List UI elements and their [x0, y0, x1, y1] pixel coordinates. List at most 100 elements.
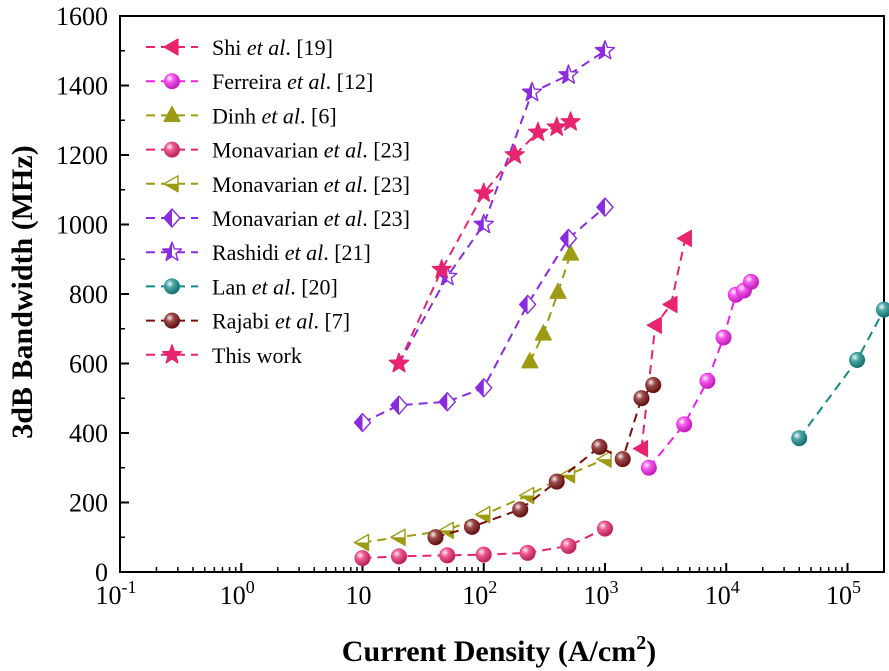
data-point — [475, 546, 492, 563]
legend-label: Shi et al. [19] — [212, 35, 333, 60]
y-tick-label: 400 — [69, 419, 108, 448]
data-point — [646, 316, 662, 334]
series-group — [353, 450, 612, 552]
legend-label: Rashidi et al. [21] — [212, 240, 371, 265]
data-point — [594, 40, 616, 60]
data-point — [742, 273, 759, 290]
legend-label: Monavarian et al. [23] — [212, 138, 410, 163]
x-tick-label: 10 — [346, 581, 372, 610]
data-point — [431, 259, 452, 279]
x-tick-label: 105 — [826, 577, 861, 610]
y-tick-label: 1200 — [56, 141, 108, 170]
data-point — [614, 451, 631, 468]
y-tick-label: 1400 — [56, 72, 108, 101]
series-group — [388, 111, 581, 373]
legend-entry: Shi et al. [19] — [146, 35, 333, 60]
data-point — [161, 344, 183, 364]
data-point — [561, 244, 580, 261]
data-point — [548, 473, 565, 490]
data-point — [163, 105, 181, 123]
legend-label: Ferreira et al. [12] — [212, 69, 373, 94]
data-point — [390, 395, 408, 415]
x-tick-label: 104 — [705, 577, 740, 610]
data-point — [518, 294, 537, 315]
legend-label: Monavarian et al. [23] — [212, 172, 410, 197]
legend-label: Dinh et al. [6] — [212, 103, 337, 128]
legend-entry: Dinh et al. [6] — [146, 103, 337, 128]
data-point — [715, 329, 732, 346]
data-point — [163, 175, 179, 193]
legend-entry: Ferreira et al. [12] — [146, 69, 373, 94]
data-point — [473, 213, 494, 234]
y-tick-label: 1600 — [56, 2, 108, 31]
x-tick-label: 100 — [220, 577, 255, 610]
data-point — [632, 440, 649, 458]
data-point — [676, 229, 692, 247]
data-point — [439, 547, 456, 564]
legend-entry: Monavarian et al. [23] — [146, 206, 410, 231]
data-point — [560, 537, 577, 554]
y-tick-label: 600 — [69, 350, 108, 379]
data-point — [164, 73, 180, 90]
legend-entry: This work — [146, 343, 302, 368]
legend-label: Monavarian et al. [23] — [212, 206, 410, 231]
legend-label: Lan et al. [20] — [212, 274, 338, 299]
series-line — [435, 384, 654, 539]
data-point — [596, 197, 614, 217]
data-point — [699, 372, 716, 389]
series-group — [427, 377, 662, 546]
series-line — [798, 309, 885, 439]
data-point — [504, 144, 525, 164]
data-point — [164, 312, 180, 329]
data-point — [662, 295, 678, 314]
data-point — [519, 544, 536, 561]
data-point — [521, 352, 539, 369]
data-point — [559, 228, 578, 249]
y-tick-label: 200 — [69, 489, 108, 518]
data-point — [427, 529, 444, 546]
data-point — [560, 111, 581, 131]
legend-entry: Monavarian et al. [23] — [146, 138, 410, 163]
legend-entry: Rashidi et al. [21] — [146, 240, 371, 265]
data-point — [645, 377, 662, 394]
x-axis-title: Current Density (A/cm2) — [342, 632, 656, 668]
legend-entry: Monavarian et al. [23] — [146, 172, 410, 197]
series-line — [648, 281, 752, 469]
data-point — [640, 459, 657, 476]
data-point — [163, 38, 179, 56]
legend-label: Rajabi et al. [7] — [212, 309, 350, 334]
series-line — [640, 238, 687, 449]
data-point — [591, 438, 608, 455]
x-tick-label: 102 — [462, 577, 497, 610]
data-point — [549, 282, 567, 299]
y-tick-label: 800 — [69, 280, 108, 309]
series-layer — [353, 40, 889, 567]
data-point — [475, 378, 493, 398]
data-point — [791, 430, 808, 447]
data-point — [558, 64, 579, 84]
data-point — [354, 550, 371, 567]
legend-entry: Rajabi et al. [7] — [146, 309, 350, 334]
data-point — [463, 518, 480, 535]
data-point — [633, 390, 650, 407]
data-point — [512, 501, 529, 518]
x-tick-label: 10-1 — [96, 577, 137, 610]
data-point — [388, 352, 410, 373]
data-point — [438, 392, 456, 412]
data-point — [518, 486, 535, 505]
series-group — [353, 197, 614, 433]
data-point — [473, 182, 494, 202]
y-tick-label: 1000 — [56, 211, 108, 240]
legend: Shi et al. [19] Ferreira et al. [12] Dinh … — [146, 35, 410, 368]
data-point — [527, 121, 549, 142]
data-point — [390, 548, 407, 565]
series-line — [398, 49, 606, 364]
data-point — [164, 278, 180, 295]
data-point — [521, 81, 543, 102]
y-axis-ticks: 0 200 400 600 800 1000 1200 1400 1600 — [56, 2, 129, 587]
data-point — [876, 301, 889, 318]
y-tick-label: 0 — [95, 558, 108, 587]
series-group — [791, 301, 889, 447]
data-point — [353, 412, 372, 433]
